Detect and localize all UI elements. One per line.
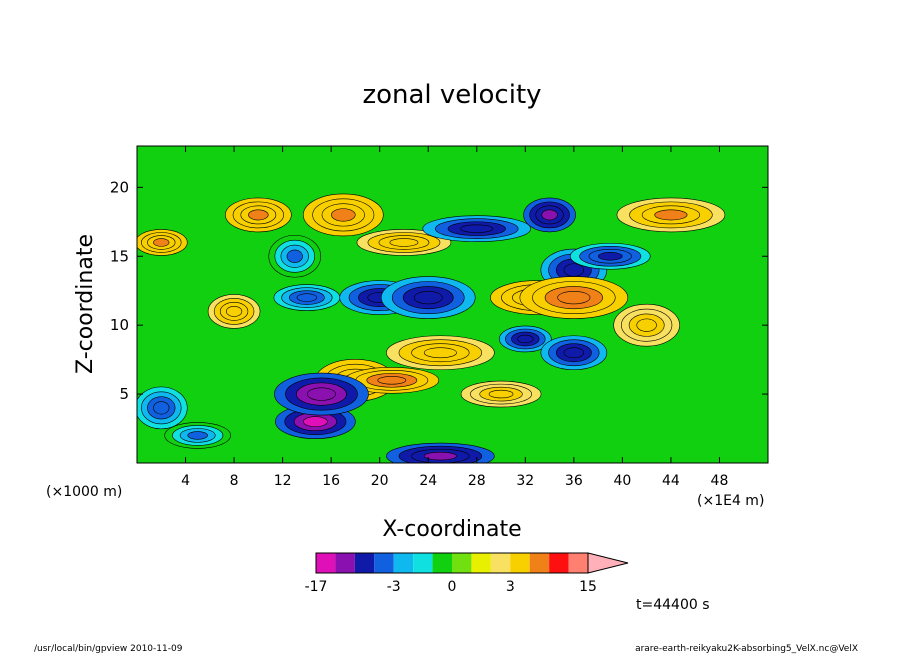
heatmap-contour	[153, 238, 170, 247]
heatmap-feature	[302, 193, 384, 237]
y-tick-label: 20	[110, 178, 129, 196]
heatmap-feature	[386, 442, 495, 463]
heatmap-contour	[423, 451, 457, 461]
colorbar-tick-label: -17	[305, 579, 328, 595]
y-tick-label: 5	[119, 385, 129, 403]
heatmap-contour	[597, 252, 623, 261]
heatmap-contour	[248, 209, 269, 221]
x-tick-label: 28	[468, 473, 486, 489]
y-axis-title: Z-coordinate	[73, 234, 98, 374]
heatmap-feature	[616, 197, 726, 233]
x-tick-label: 16	[322, 473, 340, 489]
heatmap-contour	[303, 416, 328, 428]
heatmap-feature	[460, 380, 542, 408]
heatmap-feature	[273, 284, 341, 311]
colorbar-segment	[452, 553, 472, 573]
heatmap-contour	[563, 263, 585, 277]
x-tick-label: 8	[230, 473, 239, 489]
heatmap-feature	[386, 335, 495, 371]
colorbar-segment	[354, 553, 375, 573]
heatmap-contour	[654, 209, 688, 221]
heatmap-contour	[296, 293, 318, 302]
colorbar-segment	[335, 553, 355, 573]
heatmap-contour	[413, 291, 443, 305]
y-axis: 5 10 15 20	[110, 178, 768, 403]
x-axis-title: X-coordinate	[382, 517, 521, 542]
colorbar-segment	[471, 553, 491, 573]
heatmap-contour	[307, 387, 336, 401]
heatmap-field	[137, 146, 768, 463]
heatmap-contour	[377, 376, 407, 385]
y-tick-label: 10	[110, 316, 129, 334]
x-tick-label: 44	[662, 473, 680, 489]
colorbar-segment	[374, 553, 394, 573]
chart-title: zonal velocity	[362, 80, 541, 110]
colorbar: -17 -3 0 3 15	[305, 552, 629, 595]
heatmap-contour	[636, 318, 657, 332]
colorbar-segment	[413, 553, 433, 573]
heatmap-blobs	[137, 193, 726, 463]
x-unit-label: (×1E4 m)	[697, 493, 764, 509]
colorbar-tick-label: 0	[448, 579, 457, 595]
heatmap-feature	[225, 197, 292, 233]
footer-right: arare-earth-reikyaku2K-absorbing5_VelX.n…	[635, 644, 858, 654]
colorbar-segment	[490, 553, 511, 573]
x-tick-label: 40	[613, 473, 631, 489]
x-tick-label: 20	[371, 473, 389, 489]
heatmap-contour	[423, 347, 457, 359]
colorbar-segment	[316, 553, 336, 573]
heatmap-contour	[330, 208, 356, 222]
x-tick-label: 48	[711, 473, 729, 489]
colorbar-segment	[510, 553, 530, 573]
heatmap-contour	[286, 249, 303, 263]
time-annotation: t=44400 s	[636, 597, 710, 613]
heatmap-feature	[613, 303, 680, 347]
colorbar-segment	[393, 553, 414, 573]
heatmap-contour	[187, 431, 208, 440]
x-tick-label: 12	[274, 473, 292, 489]
heatmap-feature	[207, 294, 261, 329]
colorbar-segment	[529, 553, 550, 573]
colorbar-tick-label: 3	[506, 579, 515, 595]
heatmap-feature	[268, 234, 322, 278]
heatmap-feature	[569, 242, 651, 270]
heatmap-feature	[356, 229, 452, 256]
heatmap-feature	[523, 197, 576, 233]
x-tick-label: 36	[565, 473, 583, 489]
heatmap-contour	[488, 389, 514, 399]
colorbar-segment	[568, 553, 588, 573]
colorbar-tick-label: -3	[387, 579, 401, 595]
x-tick-label: 4	[181, 473, 190, 489]
heatmap-feature	[137, 386, 188, 430]
colorbar-arrow	[587, 552, 629, 574]
x-tick-label: 24	[419, 473, 437, 489]
heatmap-feature	[380, 276, 476, 319]
heatmap-feature	[164, 422, 231, 449]
heatmap-contour	[557, 291, 591, 305]
x-axis: 4 8 12 16 20 24 28 32 36 40 44 48	[181, 146, 728, 489]
footer-left: /usr/local/bin/gpview 2010-11-09	[34, 644, 183, 654]
colorbar-segment	[432, 553, 452, 573]
heatmap-contour	[225, 305, 243, 317]
heatmap-feature	[274, 372, 369, 416]
plot-frame	[136, 145, 769, 464]
heatmap-feature	[540, 335, 608, 371]
colorbar-segment	[549, 553, 569, 573]
heatmap-contour	[460, 224, 494, 233]
heatmap-contour	[517, 334, 534, 344]
y-tick-label: 15	[110, 247, 129, 265]
heatmap-feature	[137, 229, 188, 256]
y-unit-label: (×1000 m)	[46, 484, 122, 500]
heatmap-contour	[389, 238, 419, 247]
colorbar-tick-label: 15	[579, 579, 597, 595]
heatmap-contour	[541, 209, 558, 221]
heatmap-feature	[422, 215, 532, 242]
heatmap-contour	[563, 347, 585, 359]
heatmap-feature	[499, 325, 552, 353]
heatmap-contour	[153, 401, 170, 415]
x-tick-label: 32	[516, 473, 534, 489]
colorbar-frame	[315, 552, 589, 574]
heatmap-feature	[519, 276, 629, 319]
